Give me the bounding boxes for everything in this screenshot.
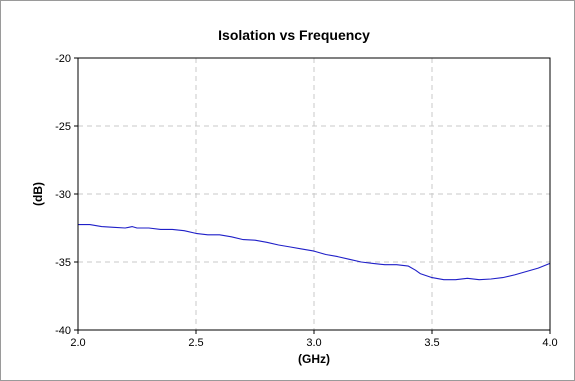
x-tick-label: 3.5 — [424, 337, 439, 349]
x-tick-label: 2.0 — [70, 337, 85, 349]
isolation-series-line — [78, 224, 551, 281]
x-tick-label: 4.0 — [542, 337, 557, 349]
y-tick-label: -40 — [55, 325, 71, 337]
y-axis-label: (dB) — [31, 182, 45, 206]
y-tick-label: -25 — [55, 121, 71, 133]
y-tick-label: -35 — [55, 257, 71, 269]
x-tick-label: 3.0 — [306, 337, 321, 349]
y-tick-label: -30 — [55, 189, 71, 201]
series-lines — [78, 224, 551, 281]
y-tick-label: -20 — [55, 53, 71, 65]
axis-ticks: 2.0 2.5 3.0 3.5 4.0 -20 -25 -30 -35 -40 — [55, 53, 558, 349]
x-axis-label: (GHz) — [298, 352, 330, 366]
chart-title: Isolation vs Frequency — [218, 27, 370, 43]
x-tick-label: 2.5 — [188, 337, 203, 349]
grid-lines — [78, 58, 550, 330]
